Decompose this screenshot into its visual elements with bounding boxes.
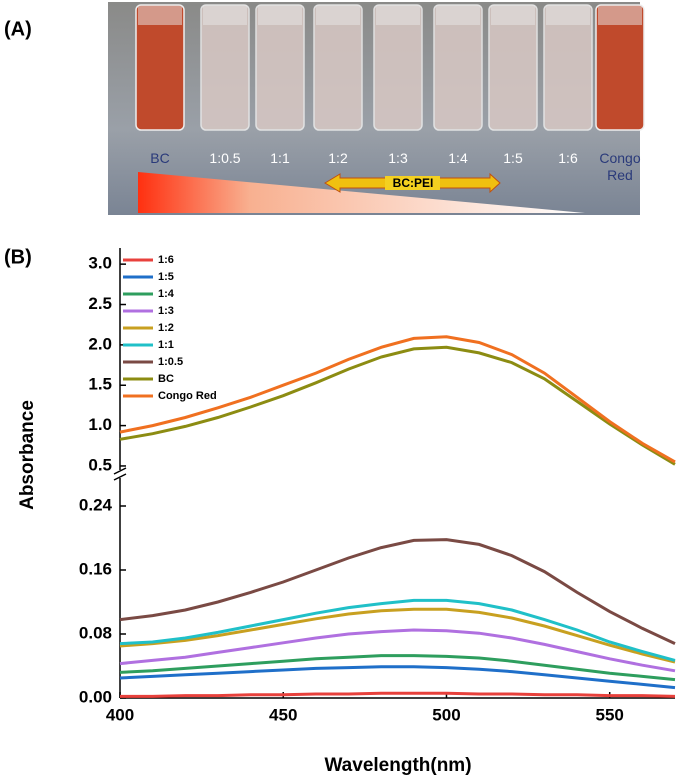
vial-label: 1:2 (328, 150, 348, 166)
vial-label: 1:6 (558, 150, 578, 166)
vial-top (546, 5, 590, 25)
series-line (119, 598, 676, 662)
vial-top (598, 5, 642, 25)
panel-label: (B) (4, 246, 32, 268)
vial-label: 1:1 (270, 150, 290, 166)
series-line (119, 345, 676, 466)
x-tick-label: 550 (596, 705, 624, 724)
x-tick-label: 400 (106, 705, 134, 724)
series-line (119, 538, 676, 645)
legend-label: 1:6 (158, 254, 174, 266)
y-tick-label: 0.00 (79, 687, 112, 706)
vial-top (138, 5, 182, 25)
legend-label: 1:3 (158, 305, 174, 317)
vial-top (258, 5, 302, 25)
gradient-wedge (138, 172, 585, 213)
y-tick-label: 0.08 (79, 623, 112, 642)
vial-top (376, 5, 420, 25)
legend-label: 1:2 (158, 322, 174, 334)
vial-label: 1:5 (503, 150, 523, 166)
x-axis-title: Wavelength(nm) (324, 755, 471, 776)
legend-label: 1:0.5 (158, 356, 183, 368)
y-tick-label: 0.5 (88, 455, 112, 474)
legend-label: Congo Red (158, 390, 217, 402)
series-line (120, 691, 676, 698)
panel-label: (A) (4, 18, 32, 40)
series-line (119, 628, 676, 673)
x-tick-label: 500 (432, 705, 460, 724)
y-axis-title: Absorbance (17, 400, 38, 510)
y-tick-label: 0.24 (79, 495, 113, 514)
legend-label: 1:1 (158, 339, 174, 351)
y-tick-label: 0.16 (79, 559, 112, 578)
series-line (119, 665, 676, 690)
axis-break (113, 467, 127, 475)
arrow-label: BC:PEI (393, 176, 434, 190)
y-tick-label: 3.0 (88, 254, 112, 273)
x-tick-label: 450 (269, 705, 297, 724)
y-tick-label: 1.5 (88, 375, 112, 394)
series-line (119, 607, 676, 664)
axis-break (113, 473, 127, 481)
legend-label: BC (158, 373, 174, 385)
legend-label: 1:4 (158, 288, 175, 300)
vial-top (491, 5, 535, 25)
series-line (119, 654, 676, 682)
y-tick-label: 2.5 (88, 294, 112, 313)
y-tick-label: 1.0 (88, 415, 112, 434)
vial-top (436, 5, 480, 25)
y-tick-label: 2.0 (88, 334, 112, 353)
vial-label: 1:4 (448, 150, 468, 166)
arrow-label-bg (385, 176, 440, 190)
vial-top (316, 5, 360, 25)
vial-label: 1:3 (388, 150, 408, 166)
vial-label: Congo Red (599, 150, 641, 183)
legend-label: 1:5 (158, 271, 174, 283)
series-line (119, 335, 676, 464)
vial-top (203, 5, 247, 25)
vial-label: BC (150, 150, 170, 166)
vial-label: 1:0.5 (209, 150, 241, 166)
vials (135, 4, 645, 131)
